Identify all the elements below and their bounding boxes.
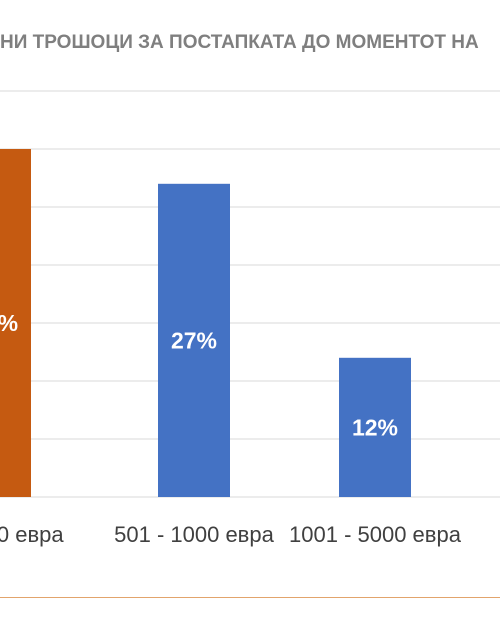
category-label: 501 - 1000 евра (114, 522, 274, 547)
data-label: 12% (352, 414, 398, 440)
bottom-rule (0, 597, 500, 598)
bar (0, 149, 31, 497)
data-labels: 30% 27% 12% (0, 310, 398, 440)
bar (339, 357, 411, 497)
data-label: 27% (171, 327, 217, 353)
gridlines (0, 90, 500, 498)
bars (0, 149, 411, 498)
category-label: 1001 - 5000 евра (289, 522, 462, 547)
bar (158, 183, 230, 498)
chart-title: НИ ТРОШОЦИ ЗА ПОСТАПКАТА ДО МОМЕНТОТ НА (0, 32, 479, 53)
category-label: 500 евра (0, 522, 64, 547)
data-label: 30% (0, 310, 18, 336)
